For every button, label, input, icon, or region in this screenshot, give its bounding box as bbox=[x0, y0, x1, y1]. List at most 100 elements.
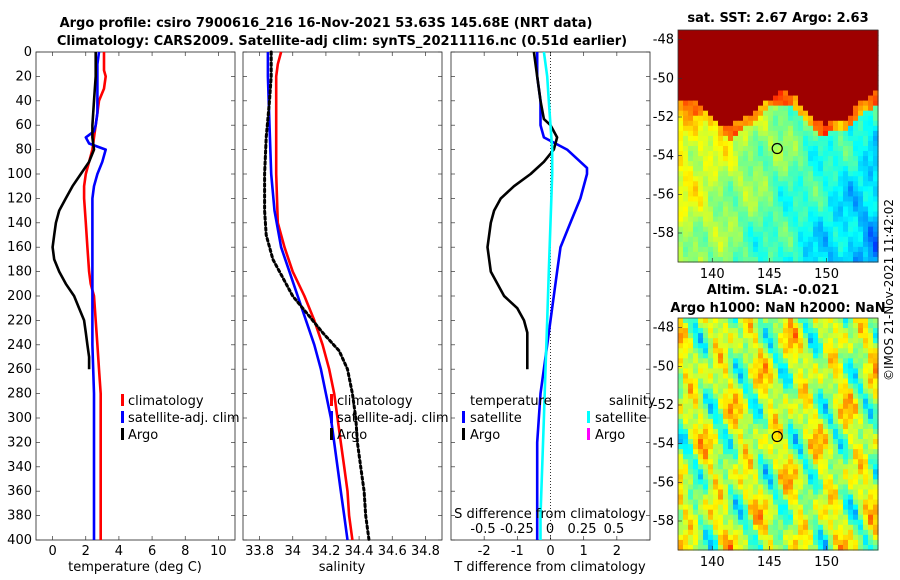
map-cell bbox=[873, 65, 879, 71]
map-cell bbox=[853, 100, 859, 107]
map-cell bbox=[708, 45, 714, 51]
map-cell bbox=[763, 338, 769, 344]
map-cell bbox=[838, 368, 844, 375]
map-cell bbox=[863, 90, 869, 97]
map-cell bbox=[703, 393, 709, 400]
map-cell bbox=[828, 328, 834, 334]
map-cell bbox=[758, 378, 764, 385]
map-cell bbox=[818, 60, 824, 66]
map-cell bbox=[863, 459, 869, 465]
map-cell bbox=[793, 333, 799, 339]
map-cell bbox=[858, 186, 864, 192]
map-cell bbox=[718, 524, 724, 531]
map-cell bbox=[823, 398, 829, 405]
map-cell bbox=[843, 80, 849, 87]
map-cell bbox=[693, 509, 699, 516]
map-cell bbox=[848, 479, 854, 486]
map-cell bbox=[763, 469, 769, 475]
map-cell bbox=[813, 70, 819, 76]
map-cell bbox=[688, 494, 694, 501]
map-cell bbox=[728, 55, 734, 61]
map-cell bbox=[733, 428, 739, 435]
map-cell bbox=[788, 439, 794, 445]
map-cell bbox=[678, 171, 684, 177]
map-cell bbox=[773, 504, 779, 511]
map-cell bbox=[783, 30, 789, 36]
map-cell bbox=[773, 186, 779, 192]
map-cell bbox=[818, 55, 824, 61]
map-cell bbox=[798, 454, 804, 460]
map-cell bbox=[728, 418, 734, 425]
map-cell bbox=[803, 509, 809, 516]
map-cell bbox=[703, 338, 709, 344]
map-cell bbox=[873, 428, 879, 435]
map-cell bbox=[758, 544, 764, 551]
map-cell bbox=[813, 181, 819, 187]
map-cell bbox=[723, 393, 729, 400]
map-cell bbox=[793, 328, 799, 334]
map-cell bbox=[833, 50, 839, 56]
map-cell bbox=[853, 529, 859, 536]
map-cell bbox=[693, 544, 699, 551]
map-cell bbox=[753, 110, 759, 117]
map-cell bbox=[783, 181, 789, 187]
map-cell bbox=[783, 171, 789, 177]
map-cell bbox=[758, 534, 764, 541]
map-cell bbox=[698, 368, 704, 375]
map-cell bbox=[868, 434, 874, 440]
map-cell bbox=[838, 191, 844, 198]
map-cell bbox=[858, 65, 864, 71]
map-cell bbox=[768, 323, 774, 329]
map-cell bbox=[683, 176, 689, 182]
map-cell bbox=[823, 529, 829, 536]
map-cell bbox=[733, 413, 739, 420]
map-cell bbox=[813, 499, 819, 506]
map-cell bbox=[818, 418, 824, 425]
x-tick-label: 150 bbox=[814, 267, 839, 282]
map-cell bbox=[823, 40, 829, 46]
map-cell bbox=[793, 484, 799, 491]
map-cell bbox=[823, 539, 829, 546]
map-cell bbox=[773, 100, 779, 107]
map-cell bbox=[858, 246, 864, 253]
map-cell bbox=[823, 100, 829, 107]
map-cell bbox=[813, 343, 819, 349]
map-cell bbox=[793, 323, 799, 329]
map-cell bbox=[803, 140, 809, 147]
y-tick-label: -50 bbox=[653, 359, 674, 374]
map-cell bbox=[718, 408, 724, 415]
map-cell bbox=[728, 423, 734, 430]
map-cell bbox=[738, 338, 744, 344]
map-cell bbox=[813, 454, 819, 460]
map-cell bbox=[768, 388, 774, 395]
map-cell bbox=[838, 181, 844, 187]
map-cell bbox=[678, 459, 684, 465]
map-cell bbox=[683, 191, 689, 198]
map-cell bbox=[803, 454, 809, 460]
map-cell bbox=[808, 534, 814, 541]
map-cell bbox=[738, 120, 744, 127]
map-cell bbox=[838, 529, 844, 536]
map-cell bbox=[818, 529, 824, 536]
map-cell bbox=[848, 166, 854, 172]
map-cell bbox=[833, 494, 839, 501]
map-cell bbox=[808, 479, 814, 486]
map-cell bbox=[843, 75, 849, 82]
map-cell bbox=[703, 403, 709, 410]
map-cell bbox=[833, 65, 839, 71]
map-cell bbox=[813, 363, 819, 370]
map-cell bbox=[793, 439, 799, 445]
map-cell bbox=[743, 196, 749, 203]
map-cell bbox=[873, 454, 879, 460]
map-cell bbox=[833, 201, 839, 208]
map-cell bbox=[738, 110, 744, 117]
map-cell bbox=[838, 383, 844, 390]
map-cell bbox=[733, 378, 739, 385]
map-cell bbox=[708, 65, 714, 71]
map-cell bbox=[813, 489, 819, 496]
map-cell bbox=[753, 323, 759, 329]
map-cell bbox=[733, 418, 739, 425]
map-cell bbox=[788, 534, 794, 541]
map-cell bbox=[708, 50, 714, 56]
map-cell bbox=[863, 383, 869, 390]
